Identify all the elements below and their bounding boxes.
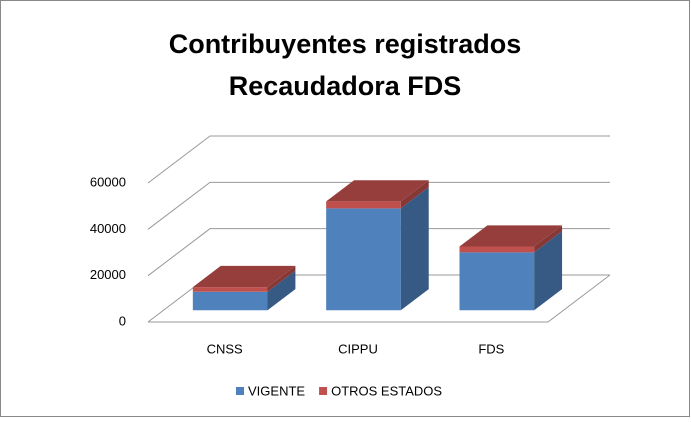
grid-line (147, 228, 610, 277)
bar-front (459, 246, 535, 253)
bar-side (267, 265, 296, 292)
bar-front (192, 287, 268, 292)
x-tick-label: CIPPU (338, 341, 378, 356)
bar-front (192, 291, 268, 311)
bar-front (459, 252, 535, 311)
bar-segment (326, 180, 429, 209)
y-tick-label: 20000 (90, 267, 126, 282)
bar-segment (459, 231, 563, 311)
bar-side (267, 270, 296, 311)
bar-side (534, 225, 563, 253)
floor (148, 274, 611, 323)
legend-swatch (319, 387, 328, 395)
chart-title: Contribuyentes registrados (169, 29, 522, 59)
legend-swatch (236, 387, 244, 395)
chart-title: Recaudadora FDS (229, 71, 462, 101)
bar-segment (192, 270, 296, 311)
bar-segment (459, 225, 563, 253)
bar-side (400, 187, 429, 311)
y-tick-label: 60000 (90, 174, 126, 189)
bar-front (326, 201, 401, 209)
legend-label: VIGENTE (248, 383, 305, 398)
grid-line (147, 181, 610, 230)
bar-side (400, 180, 429, 209)
bar-segment (326, 187, 429, 311)
bar-front (326, 208, 401, 311)
bar-top (459, 225, 563, 247)
bar-top (192, 265, 296, 288)
grid-line (147, 135, 610, 184)
bar-segment (192, 265, 296, 292)
legend-label: OTROS ESTADOS (331, 383, 442, 398)
x-tick-label: FDS (478, 341, 504, 356)
bar-top (326, 180, 429, 202)
x-tick-label: CNSS (207, 341, 243, 356)
y-tick-label: 0 (119, 313, 126, 328)
bar-side (534, 231, 563, 311)
y-tick-label: 40000 (90, 221, 126, 236)
